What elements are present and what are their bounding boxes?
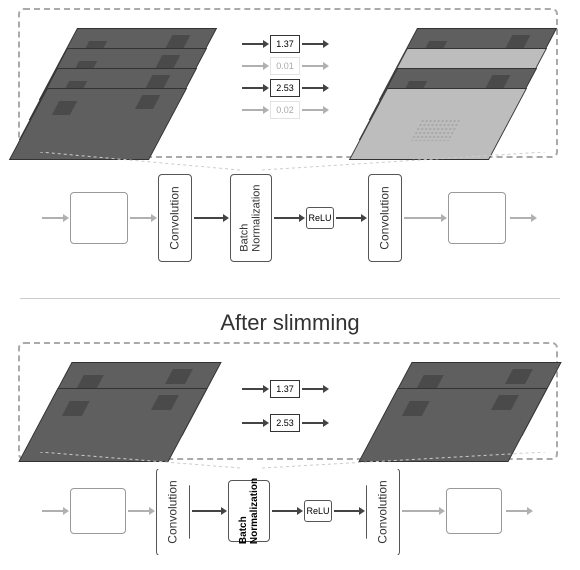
bn-label: BatchNormalization [239, 184, 263, 251]
conv-label: Convolution [168, 186, 182, 249]
arrow-right-icon [242, 422, 264, 424]
after-panel: 1.37 2.53 [18, 342, 558, 460]
arrow-right-icon [402, 510, 440, 512]
arrow-right-icon [302, 422, 324, 424]
arrow-right-icon [192, 510, 222, 512]
arrow-right-icon [242, 65, 264, 67]
arrow-right-icon [272, 510, 298, 512]
scaling-factor: 1.37 [270, 35, 300, 53]
arrow-right-icon [404, 217, 442, 219]
conv-block-tapered: Convolution [366, 468, 400, 556]
bn-label: BatchNormalization [238, 478, 260, 544]
arrow-right-icon [42, 217, 64, 219]
scaling-value: 1.37 [276, 384, 294, 394]
scaling-value: 0.01 [276, 61, 294, 71]
scaling-value: 2.53 [276, 83, 294, 93]
connector-lines [0, 152, 580, 172]
arrow-right-icon [42, 510, 64, 512]
relu-label: ReLU [308, 213, 331, 223]
scaling-factor: 2.53 [270, 414, 300, 432]
conv-label: Convolution [378, 186, 392, 249]
input-block [70, 488, 126, 534]
feature-map [9, 88, 187, 160]
scaling-factor: 0.02 [270, 101, 300, 119]
relu-block: ReLU [304, 500, 332, 522]
pipeline-before: Convolution BatchNormalization ReLU Conv… [0, 162, 580, 272]
output-block [446, 488, 502, 534]
arrow-right-icon [302, 109, 324, 111]
arrow-right-icon [242, 87, 264, 89]
conv-label: Convolution [166, 480, 180, 543]
arrow-right-icon [242, 109, 264, 111]
bn-block: BatchNormalization [230, 174, 272, 262]
input-block [70, 192, 128, 244]
relu-label: ReLU [306, 506, 329, 516]
conv-block: Convolution [158, 174, 192, 262]
feature-map [18, 388, 207, 462]
arrow-right-icon [336, 217, 362, 219]
scaling-value: 0.02 [276, 105, 294, 115]
output-block [448, 192, 506, 244]
conv-block: Convolution [368, 174, 402, 262]
arrow-right-icon [506, 510, 528, 512]
feature-map-out-pruned [349, 88, 527, 160]
scaling-factor: 2.53 [270, 79, 300, 97]
bn-block: BatchNormalization [228, 480, 270, 542]
arrow-right-icon [194, 217, 224, 219]
feature-map-out [358, 388, 547, 462]
scaling-factor: 1.37 [270, 380, 300, 398]
connector-lines [0, 452, 580, 470]
scaling-value: 2.53 [276, 418, 294, 428]
scaling-factor: 0.01 [270, 57, 300, 75]
arrow-right-icon [242, 43, 264, 45]
conv-label: Convolution [376, 480, 390, 543]
arrow-right-icon [242, 388, 264, 390]
arrow-right-icon [302, 43, 324, 45]
arrow-right-icon [302, 65, 324, 67]
arrow-right-icon [510, 217, 532, 219]
arrow-right-icon [302, 87, 324, 89]
before-panel: 1.37 0.01 2.53 0.02 [18, 8, 558, 158]
arrow-right-icon [274, 217, 300, 219]
conv-block-tapered: Convolution [156, 468, 190, 556]
divider [20, 298, 560, 299]
relu-block: ReLU [306, 207, 334, 229]
arrow-right-icon [128, 510, 150, 512]
scaling-value: 1.37 [276, 39, 294, 49]
arrow-right-icon [334, 510, 360, 512]
arrow-right-icon [302, 388, 324, 390]
section-title: After slimming [0, 310, 580, 336]
arrow-right-icon [130, 217, 152, 219]
